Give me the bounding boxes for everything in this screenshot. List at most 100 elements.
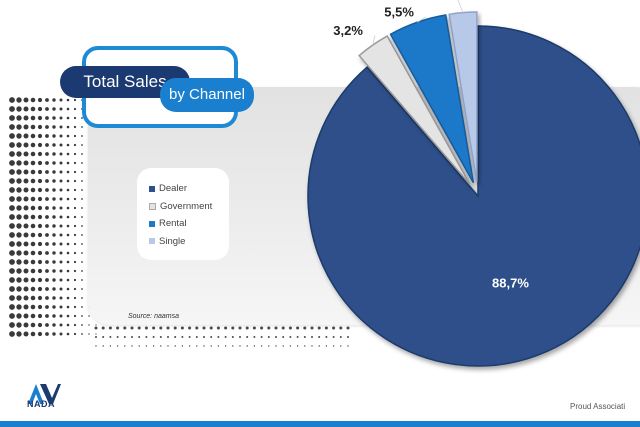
decorative-dot [30,124,36,130]
decorative-dot [9,295,15,301]
decorative-dot [23,196,29,202]
decorative-dot [325,345,328,347]
decorative-dot [81,288,83,290]
decorative-dot [81,243,83,245]
decorative-dot [23,97,29,103]
decorative-dot [296,345,299,347]
decorative-dot [66,125,70,129]
decorative-dot [123,326,127,330]
decorative-dot [45,242,49,246]
decorative-dot [73,233,77,237]
decorative-dot [73,242,77,246]
decorative-dot [16,286,22,292]
decorative-dot [318,336,321,338]
decorative-dot [131,336,133,338]
decorative-dot [52,197,56,201]
legend-label-single: Single [159,235,186,247]
data-label-rental: 5,5% [384,5,414,20]
decorative-dot [81,162,83,164]
decorative-dot [66,296,70,300]
legend-swatch-dealer [149,185,155,192]
decorative-dot [16,133,22,139]
decorative-dot [81,198,83,200]
decorative-dot [9,313,15,319]
decorative-dot [52,188,56,192]
decorative-dot [37,106,43,112]
decorative-dot [52,179,56,183]
decorative-dot [73,260,77,264]
decorative-dot [30,142,36,148]
decorative-dot [138,336,141,338]
decorative-dot [9,205,15,211]
decorative-dot [288,326,292,330]
pie-slice-dealer [307,25,640,367]
decorative-dot [224,326,228,330]
decorative-dot [59,269,63,273]
decorative-dot [73,143,77,147]
decorative-dot [52,296,56,300]
decorative-dot [37,304,43,310]
decorative-dot [66,242,70,246]
decorative-dot [23,259,29,265]
decorative-dot [45,179,49,183]
decorative-dot [45,206,49,210]
decorative-dot [267,336,270,338]
decorative-dot [9,97,15,103]
decorative-dot [23,268,29,274]
decorative-dot [30,313,36,319]
decorative-dot [23,214,29,220]
decorative-dot [52,224,56,228]
decorative-dot [296,326,300,330]
decorative-dot [30,133,36,139]
footer-bar [0,421,640,427]
decorative-dot [81,189,83,191]
decorative-dot [95,324,97,326]
decorative-dot [81,333,83,335]
leader-line-government [372,35,376,46]
decorative-dot [16,295,22,301]
decorative-dot [23,331,29,337]
decorative-dot [73,197,77,201]
decorative-dot [30,115,36,121]
decorative-dot [66,260,70,264]
decorative-dot [325,336,328,338]
decorative-dot [23,241,29,247]
decorative-dot [45,233,49,237]
decorative-dot [268,345,270,347]
decorative-dot [9,178,15,184]
decorative-dot [9,322,15,328]
decorative-dot [16,214,22,220]
leader-line-rental [417,16,427,23]
decorative-dot [73,269,77,273]
decorative-dot [23,187,29,193]
decorative-dot [173,326,177,330]
decorative-dot [9,250,15,256]
decorative-dot [52,170,56,174]
decorative-dot [52,251,56,255]
decorative-dot [9,106,15,112]
decorative-dot [45,305,49,309]
decorative-dot [59,206,63,210]
decorative-dot [73,332,77,336]
decorative-dot [324,326,328,330]
decorative-dot [188,345,191,347]
decorative-dot [52,206,56,210]
decorative-dot [274,326,278,330]
decorative-dot [16,160,22,166]
decorative-dot [275,336,277,338]
decorative-dot [9,187,15,193]
decorative-dot [52,269,56,273]
decorative-dot [45,143,49,147]
chart-legend: Dealer Government Rental Single [137,168,229,260]
decorative-dot [9,268,15,274]
decorative-dot [30,277,36,283]
decorative-dot [81,261,83,263]
decorative-dot [59,305,63,309]
decorative-dot [45,98,49,102]
decorative-dot [95,345,97,347]
decorative-dot [138,345,140,347]
data-label-dealer: 88,7% [492,276,529,291]
decorative-dot [59,287,63,291]
decorative-dot [73,251,77,255]
decorative-dot [52,125,56,129]
